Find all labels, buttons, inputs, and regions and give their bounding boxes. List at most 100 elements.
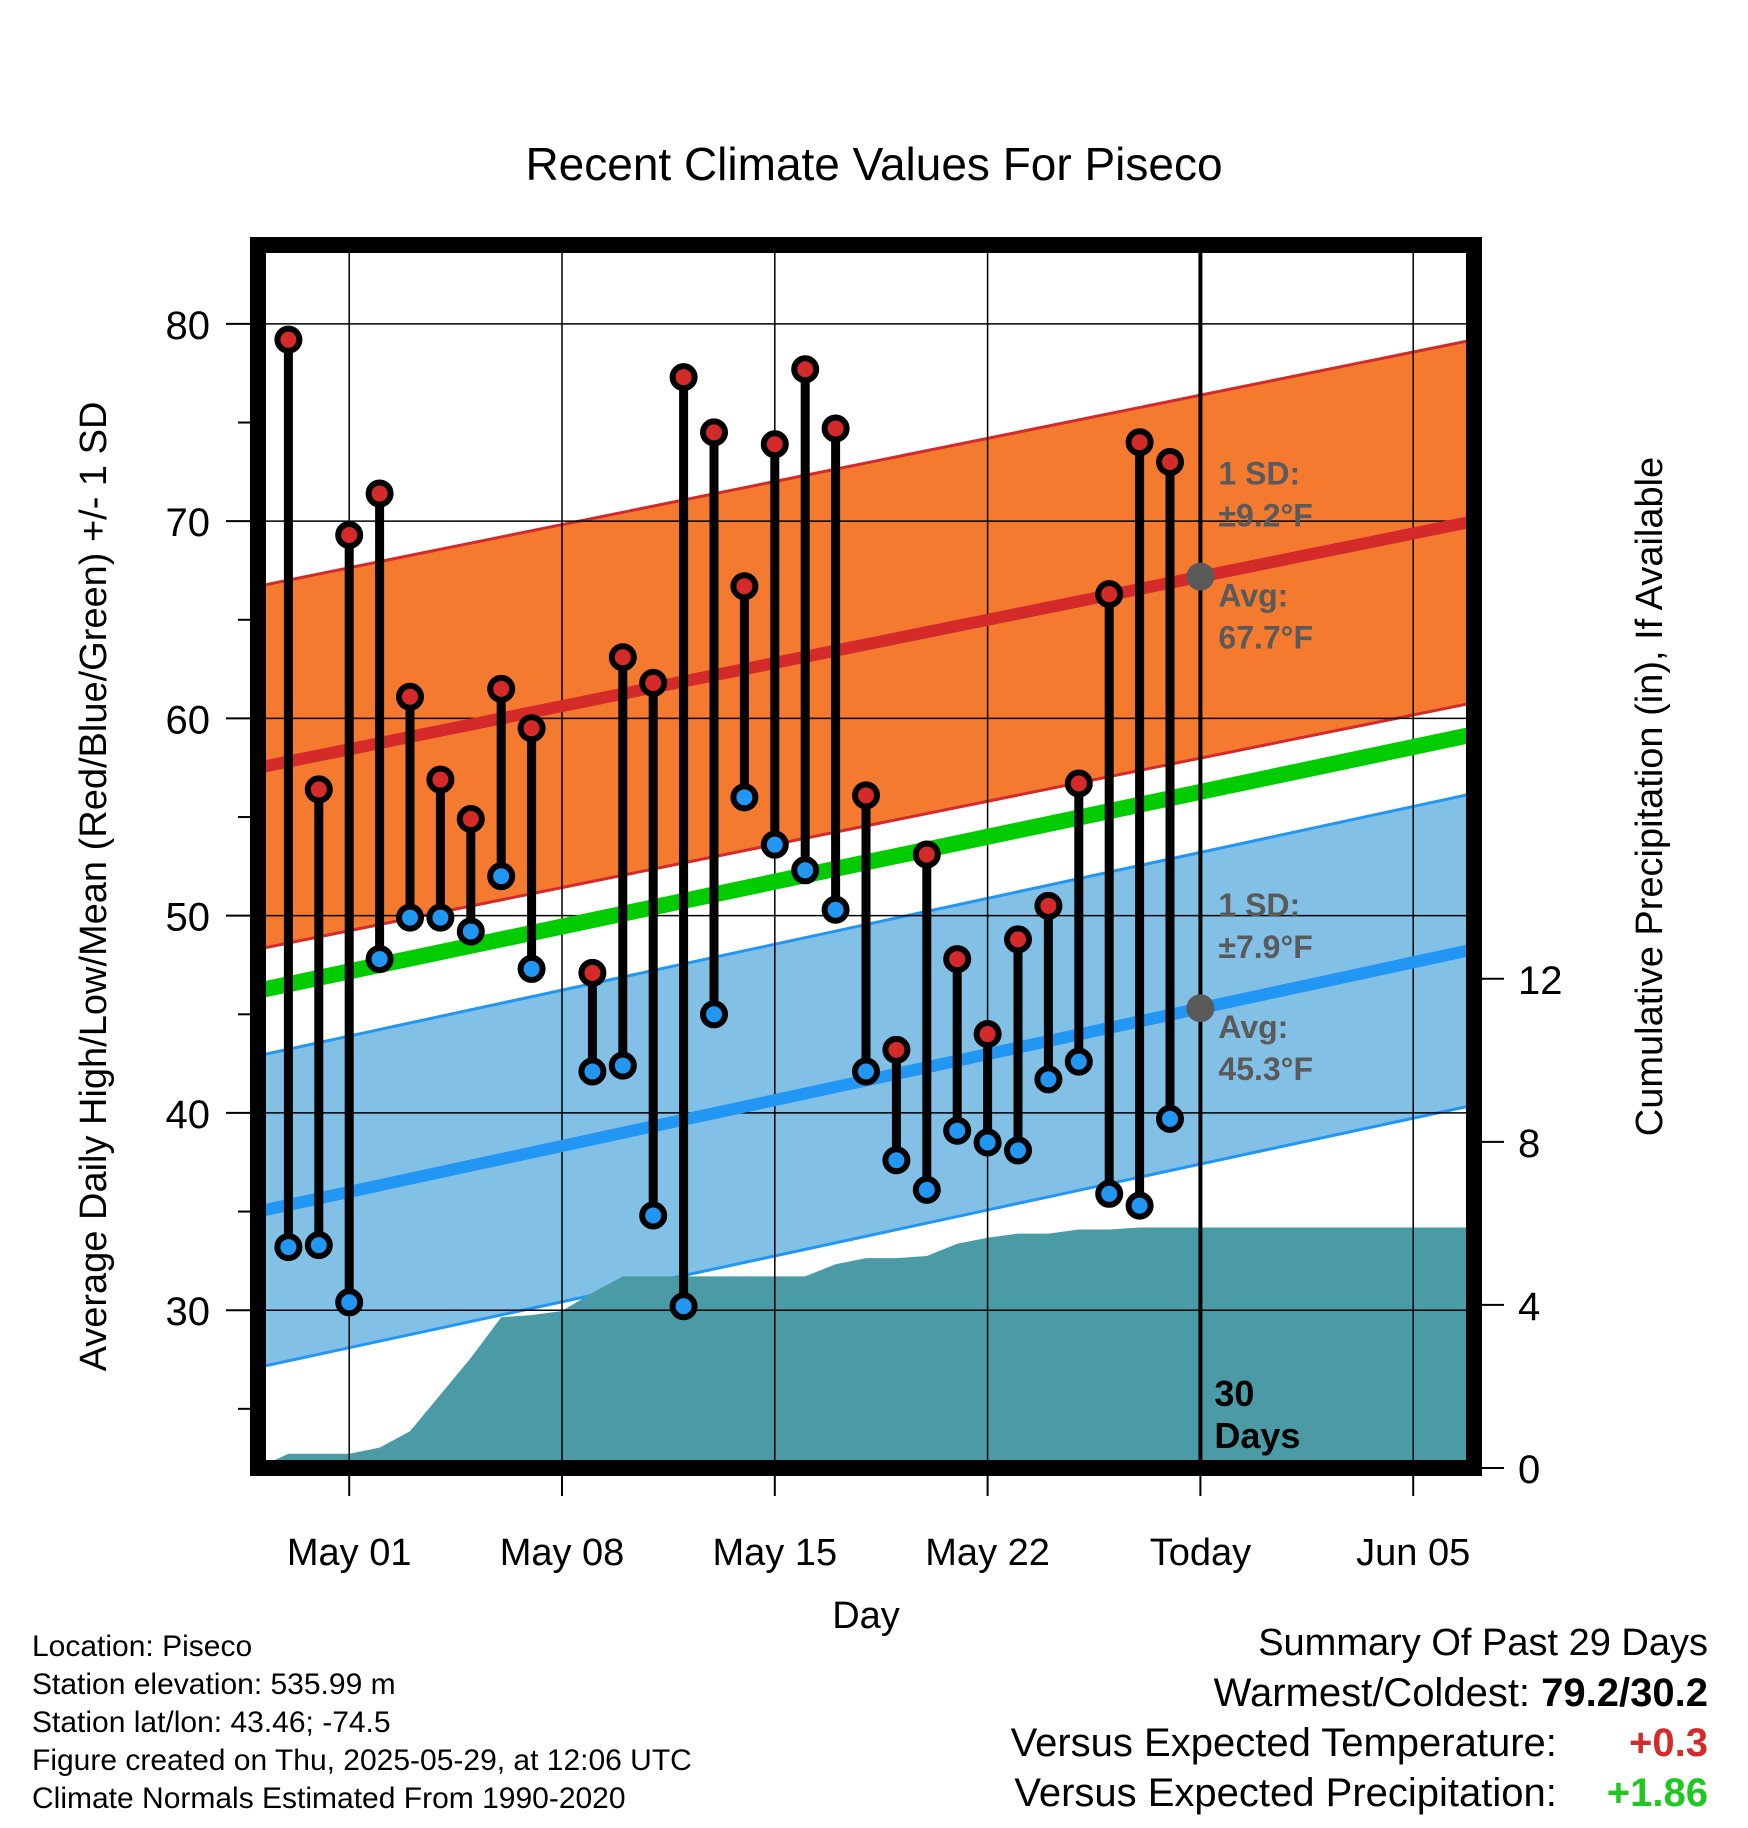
obs-low-point <box>396 903 424 932</box>
obs-high-point <box>852 781 880 810</box>
obs-low-point <box>304 1231 333 1260</box>
warm-cold-value: 79.2/30.2 <box>1541 1671 1708 1715</box>
obs-high-point <box>639 668 668 697</box>
high-band-upper <box>258 338 1474 588</box>
obs-low-point <box>1034 1065 1063 1094</box>
precip-value: +1.86 <box>1606 1771 1708 1815</box>
obs-high-point <box>1095 580 1124 609</box>
plot-frame <box>250 237 1482 1476</box>
x-tick-label: May 01 <box>287 1532 412 1574</box>
high-avg-line <box>258 515 1474 774</box>
obs-low-point <box>882 1146 911 1175</box>
obs-high-point <box>365 479 394 508</box>
obs-high-point <box>1156 447 1184 476</box>
obs-low-point <box>1156 1104 1184 1133</box>
info-normals: Climate Normals Estimated From 1990-2020 <box>32 1782 626 1815</box>
obs-low-point <box>517 954 546 983</box>
temp-value: +0.3 <box>1629 1721 1708 1765</box>
y-tick-label: 40 <box>166 1093 211 1137</box>
obs-high-point <box>1125 428 1154 457</box>
y2-tick-label: 8 <box>1518 1122 1540 1166</box>
info-elevation: Station elevation: 535.99 m <box>32 1668 396 1701</box>
low-sd-value: ±7.9°F <box>1218 929 1312 965</box>
chart-title: Recent Climate Values For Piseco <box>525 138 1222 190</box>
obs-low-point <box>487 862 516 891</box>
obs-high-point <box>608 643 637 672</box>
low-avg-label: Avg: <box>1218 1009 1288 1045</box>
obs-low-point <box>1095 1179 1124 1208</box>
x-tick-label: May 15 <box>712 1532 837 1574</box>
warm-cold-label: Warmest/Coldest: <box>1213 1671 1531 1715</box>
obs-low-point <box>365 945 394 974</box>
obs-high-point <box>335 520 364 549</box>
obs-low-point <box>791 856 820 885</box>
obs-high-point <box>396 682 424 711</box>
x-tick-label: May 08 <box>500 1532 625 1574</box>
plot-area: 1 SD: ±9.2°F Avg: 67.7°F 1 SD: ±7.9°F Avg: 45.3… <box>258 245 1474 1468</box>
obs-high-point <box>730 572 759 601</box>
obs-high-point <box>487 674 516 703</box>
today-days-number: 30 <box>1214 1373 1254 1414</box>
obs-high-point <box>1004 925 1032 954</box>
obs-low-point <box>578 1057 607 1086</box>
y-tick-label: 50 <box>166 896 211 940</box>
x-tick-label: Jun 05 <box>1356 1532 1470 1574</box>
temp-label: Versus Expected Temperature: <box>1010 1721 1557 1765</box>
y2-tick-label: 4 <box>1518 1285 1540 1329</box>
obs-high-point <box>456 805 485 834</box>
summary-temp: Versus Expected Temperature: +0.3 <box>1011 1718 1708 1768</box>
high-sd-value: ±9.2°F <box>1218 498 1312 534</box>
obs-high-point <box>426 765 455 794</box>
obs-high-point <box>882 1035 911 1064</box>
today-days-unit: Days <box>1214 1415 1300 1456</box>
obs-high-point <box>517 714 546 743</box>
x-axis-title: Day <box>832 1595 900 1637</box>
high-avg-label: Avg: <box>1218 578 1288 614</box>
obs-low-point <box>943 1116 972 1145</box>
obs-low-point <box>973 1128 1002 1157</box>
high-avg-value: 67.7°F <box>1218 620 1313 656</box>
low-band-lower <box>258 1103 1474 1369</box>
obs-low-point <box>1004 1136 1032 1165</box>
obs-low-point <box>760 830 789 859</box>
y2-tick-label: 12 <box>1518 959 1563 1003</box>
low-avg-value: 45.3°F <box>1218 1051 1313 1087</box>
obs-high-point <box>700 418 728 447</box>
obs-high-point <box>1034 891 1063 920</box>
obs-high-point <box>821 414 850 443</box>
high-avg-today-marker <box>1186 562 1215 591</box>
info-latlon: Station lat/lon: 43.46; -74.5 <box>32 1706 391 1739</box>
y-tick-label: 70 <box>166 501 211 545</box>
obs-high-point <box>912 840 941 869</box>
info-location: Location: Piseco <box>32 1630 253 1663</box>
low-sd-label: 1 SD: <box>1218 887 1300 923</box>
y-axis-title: Average Daily High/Low/Mean (Red/Blue/Gr… <box>73 402 115 1372</box>
low-avg-today-marker <box>1186 994 1215 1023</box>
summary-precip: Versus Expected Precipitation: +1.86 <box>1011 1768 1708 1818</box>
x-tick-label: Today <box>1150 1532 1251 1574</box>
y2-axis-title: Cumulative Precipitation (in), If Availa… <box>1629 457 1671 1136</box>
obs-low-point <box>639 1201 668 1230</box>
obs-low-point <box>426 903 455 932</box>
obs-high-point <box>973 1020 1002 1049</box>
x-tick-label: May 22 <box>925 1532 1050 1574</box>
station-info: Location: Piseco Station elevation: 535.… <box>32 1628 692 1818</box>
obs-low-point <box>821 895 850 924</box>
summary-header: Summary Of Past 29 Days <box>1258 1622 1708 1664</box>
obs-low-point <box>700 1000 728 1029</box>
summary-warm-cold: Warmest/Coldest: 79.2/30.2 <box>1011 1668 1708 1718</box>
obs-high-point <box>578 958 607 987</box>
obs-high-point <box>304 775 333 804</box>
obs-low-point <box>335 1288 364 1317</box>
high-sd-label: 1 SD: <box>1218 456 1300 492</box>
obs-high-point <box>669 363 698 392</box>
obs-high-point <box>1064 769 1093 798</box>
y-tick-label: 60 <box>166 698 211 742</box>
obs-low-point <box>852 1057 880 1086</box>
y-tick-label: 80 <box>166 304 211 348</box>
obs-high-point <box>943 945 972 974</box>
summary-panel: Summary Of Past 29 Days Warmest/Coldest:… <box>1011 1618 1708 1818</box>
precip-label: Versus Expected Precipitation: <box>1014 1771 1557 1815</box>
obs-high-point <box>274 325 303 354</box>
